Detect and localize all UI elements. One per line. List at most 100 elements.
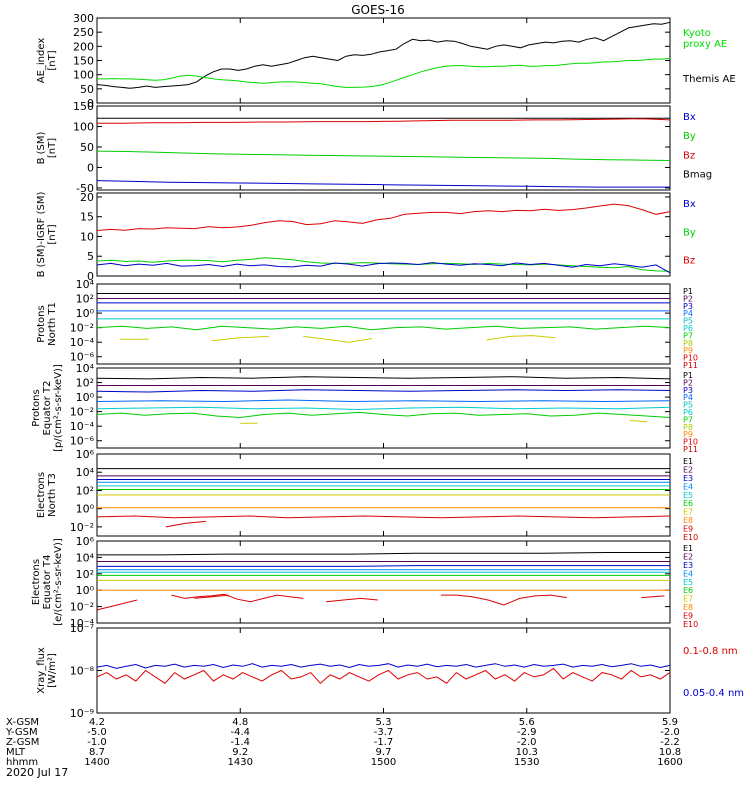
legend-label: P10 xyxy=(683,354,698,363)
y-tick-label: 10² xyxy=(76,568,94,581)
x-tick-value: 1500 xyxy=(371,757,396,768)
date-label: 2020 Jul 17 xyxy=(6,766,68,779)
y-axis-label: Electrons xyxy=(36,472,47,518)
panel-3: 0 5 10 15 20 B (SM)-IGRF (SM) [nT] Bx By Bz xyxy=(36,191,696,283)
y-tick-label: 10⁻⁶ xyxy=(70,435,95,448)
series-bx xyxy=(96,262,671,274)
y-axis-label: North T3 xyxy=(47,473,58,517)
series-bz xyxy=(96,203,671,231)
x-tick-value: 10.8 xyxy=(659,747,681,758)
y-axis-label: [W/m²] xyxy=(47,653,58,688)
x-tick-value: 1430 xyxy=(228,757,253,768)
x-tick-value: 8.7 xyxy=(89,747,105,758)
y-axis-label: Protons xyxy=(36,305,47,342)
y-tick-label: 10⁰ xyxy=(76,584,95,597)
y-tick-label: 100 xyxy=(73,69,94,82)
y-axis-label: Electrons xyxy=(31,559,42,605)
legend-label: P6 xyxy=(683,324,693,333)
series-e9 xyxy=(171,593,304,603)
series-bz xyxy=(97,118,671,124)
y-axis-label: [nT] xyxy=(47,138,58,158)
y-axis-label: Equator T4 xyxy=(42,555,53,610)
legend-label: Bmag xyxy=(683,170,712,181)
y-tick-label: 10⁻⁴ xyxy=(70,336,95,349)
y-tick-label: 0 xyxy=(87,97,94,110)
x-tick-value: -2.9 xyxy=(517,727,537,738)
y-axis-label: North T1 xyxy=(47,302,58,346)
series-p7 xyxy=(303,335,373,343)
legend-label: By xyxy=(683,131,696,142)
series-e9 xyxy=(440,594,567,606)
y-axis-label: Xray_flux xyxy=(36,647,47,694)
legend-label: E4 xyxy=(683,569,693,578)
y-tick-label: 0 xyxy=(87,270,94,283)
legend-label: E3 xyxy=(683,474,693,483)
legend-label: E8 xyxy=(683,516,693,525)
legend-label: E2 xyxy=(683,465,693,474)
y-tick-label: 10⁻⁸ xyxy=(70,665,95,678)
legend-label: By xyxy=(683,227,696,238)
y-tick-label: 10⁻⁴ xyxy=(70,420,95,433)
y-tick-label: 300 xyxy=(73,12,94,25)
legend-label: 0.05-0.4 nm xyxy=(683,688,744,699)
series-e10 xyxy=(165,520,206,528)
y-tick-label: 10⁴ xyxy=(76,551,95,564)
series-p6 xyxy=(96,411,671,419)
legend-label: P8 xyxy=(683,423,693,432)
y-tick-label: 200 xyxy=(73,40,94,53)
y-tick-label: 100 xyxy=(73,120,94,133)
legend-label: E6 xyxy=(683,499,693,508)
legend-label: P7 xyxy=(683,415,693,424)
y-tick-label: 10² xyxy=(76,484,94,497)
legend-label: E3 xyxy=(683,561,693,570)
series-p5 xyxy=(96,406,671,411)
series-0-05-0-4-nm xyxy=(96,663,671,669)
y-axis-label: [p/(cm²-s-sr-keV)] xyxy=(53,364,64,452)
legend-label: P1 xyxy=(683,371,693,380)
x-tick-value: 1600 xyxy=(657,757,682,768)
y-tick-label: 10⁻² xyxy=(70,601,94,614)
y-tick-label: 10⁰ xyxy=(76,391,95,404)
y-tick-label: 15 xyxy=(80,211,94,224)
legend-label: P4 xyxy=(683,393,693,402)
y-tick-label: 10² xyxy=(76,293,94,306)
x-axis-row-label: MLT xyxy=(6,747,26,758)
y-tick-label: 10⁴ xyxy=(76,278,95,291)
legend-label: P2 xyxy=(683,378,693,387)
x-tick-value: 5.3 xyxy=(376,717,392,728)
legend-label: P9 xyxy=(683,430,693,439)
legend-label: E9 xyxy=(683,525,693,534)
series-p6 xyxy=(96,325,671,331)
x-tick-value: 5.6 xyxy=(519,717,535,728)
y-tick-label: 10⁴ xyxy=(76,466,95,479)
x-tick-value: 1530 xyxy=(514,757,539,768)
legend-label: E10 xyxy=(683,533,698,542)
series-themis-ae xyxy=(96,21,671,89)
y-tick-label: 10² xyxy=(76,377,94,390)
y-tick-label: 10⁴ xyxy=(76,362,95,375)
legend-label: E2 xyxy=(683,552,693,561)
series-kyoto-proxy-ae xyxy=(97,57,671,88)
legend-label: E8 xyxy=(683,603,693,612)
legend-label: E6 xyxy=(683,586,693,595)
y-tick-label: 10⁻⁷ xyxy=(70,622,94,635)
panel-frame xyxy=(96,627,671,714)
y-tick-label: -50 xyxy=(76,182,94,195)
series-e9 xyxy=(96,599,138,611)
y-axis-label: B (SM) xyxy=(36,131,47,164)
x-tick-value: -5.0 xyxy=(87,727,107,738)
x-tick-value: 4.2 xyxy=(89,717,105,728)
x-tick-value: -2.0 xyxy=(660,727,680,738)
legend-label: P7 xyxy=(683,331,693,340)
x-axis-row-label: hhmm xyxy=(6,757,38,768)
y-tick-label: 10⁻⁶ xyxy=(70,351,95,364)
legend-label: P9 xyxy=(683,346,693,355)
series-bx xyxy=(96,180,670,188)
series-by xyxy=(96,150,671,161)
x-tick-value: -1.0 xyxy=(87,737,107,748)
series-p7 xyxy=(629,419,648,423)
